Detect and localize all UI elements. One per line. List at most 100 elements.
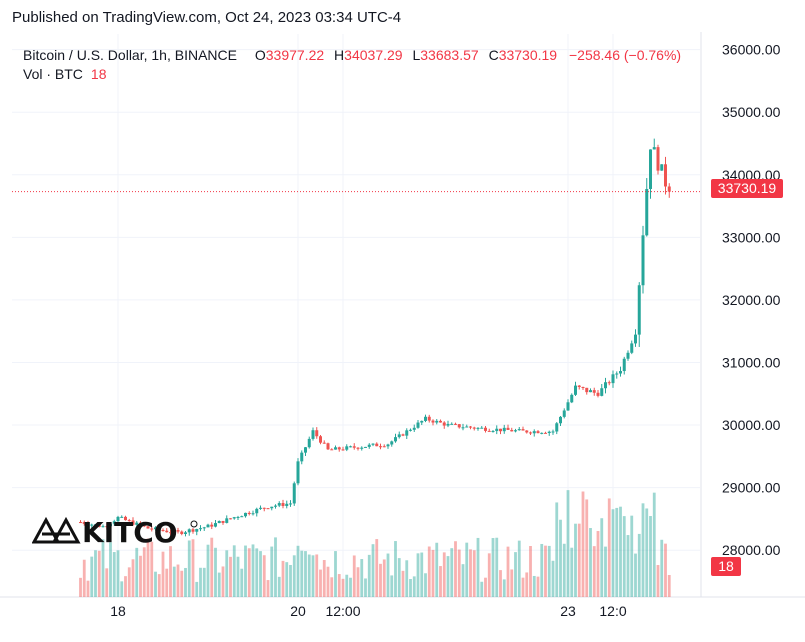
volume-bar (304, 551, 307, 597)
volume-bar (326, 566, 330, 597)
volume-bar (146, 538, 150, 597)
candle-body (390, 441, 394, 445)
volume-bar (469, 549, 472, 597)
candle-body (379, 446, 382, 448)
volume-tag: 18 (711, 557, 741, 576)
volume-bar (622, 516, 626, 597)
candle-body (630, 343, 634, 353)
volume-bar (319, 569, 322, 597)
volume-bar (161, 551, 165, 597)
chart-legend-header: Bitcoin / U.S. Dollar, 1h, BINANCE O3397… (23, 45, 681, 65)
candle-body (469, 426, 472, 428)
volume-bar (199, 567, 202, 597)
candle-body (600, 388, 604, 396)
volume-bar (356, 567, 360, 597)
volume-legend: Vol · BTC 18 (23, 66, 106, 82)
candle-body (292, 483, 296, 504)
candle-body (382, 446, 386, 448)
volume-bar (532, 575, 536, 597)
volume-bar (386, 553, 390, 597)
candle-body (225, 518, 229, 523)
candle-body (431, 420, 435, 423)
candle-body (517, 429, 521, 431)
candle-body (277, 503, 281, 506)
last-price-tag: 33730.19 (711, 179, 783, 198)
volume-bar (630, 515, 634, 597)
volume-bar (401, 570, 405, 597)
candle-body (442, 422, 446, 426)
candle-body (270, 506, 274, 509)
candle-body (94, 524, 97, 526)
candle-body (244, 512, 247, 517)
volume-bar (506, 546, 510, 597)
candle-body (90, 524, 94, 526)
volume-bar (559, 519, 562, 597)
volume-bar (502, 579, 506, 597)
candle-body (120, 516, 124, 518)
volume-bar (604, 546, 607, 597)
candle-body (397, 434, 401, 438)
close-value: 33730.19 (498, 47, 558, 63)
volume-bar (97, 550, 101, 597)
volume-bar (330, 577, 334, 597)
candlestick-chart[interactable]: 28000.00 29000.00 30000.00 31000.00 32000.00… (0, 32, 805, 642)
candle-body (476, 427, 480, 429)
y-tick-label: 32000.00 (722, 292, 781, 308)
y-tick-label: 36000.00 (722, 42, 781, 58)
volume-bar (382, 559, 386, 597)
candle-body (79, 522, 82, 524)
candle-body (266, 508, 270, 510)
candle-body (195, 529, 199, 532)
volume-bar (300, 550, 304, 597)
high-label: H (334, 47, 345, 63)
volume-bar (435, 542, 439, 597)
candle-body (146, 526, 150, 529)
volume-bar (232, 545, 236, 597)
volume-bar (379, 563, 382, 597)
candle-body (281, 503, 285, 506)
candle-body (502, 427, 506, 432)
candle-body (116, 516, 120, 522)
volume-bar (315, 554, 319, 597)
volume-bar (525, 572, 529, 597)
candle-body (217, 520, 221, 524)
symbol-title: Bitcoin / U.S. Dollar, 1h, BINANCE (23, 47, 237, 63)
volume-bar (589, 528, 592, 597)
candle-body (577, 385, 581, 387)
candle-body (232, 517, 236, 519)
candle-body (656, 147, 660, 171)
volume-bar (334, 551, 337, 597)
volume-bar (225, 550, 229, 597)
candle-body (416, 422, 420, 428)
volume-bar (285, 562, 289, 597)
volume-bar (656, 565, 660, 597)
volume-bar (202, 567, 206, 597)
candle-body (199, 528, 202, 530)
volume-bar (79, 577, 82, 597)
candle-body (394, 437, 397, 442)
candle-body (262, 507, 266, 509)
volume-bar (495, 537, 499, 597)
y-tick-label: 33000.00 (722, 229, 781, 245)
candle-body (311, 430, 315, 439)
candle-body (596, 392, 600, 396)
chart-frame[interactable]: 28000.00 29000.00 30000.00 31000.00 32000.00… (0, 32, 805, 642)
candle-body (105, 526, 109, 528)
candle-body (135, 522, 139, 525)
candle-body (604, 382, 607, 389)
candle-body (649, 149, 652, 189)
volume-bar (191, 539, 195, 597)
volume-bar (457, 549, 461, 597)
volume-bar (251, 544, 255, 597)
candle-body (641, 235, 645, 286)
volume-bar (345, 574, 349, 597)
volume-bar (367, 554, 371, 597)
volume-bar (637, 533, 641, 597)
candle-body (341, 449, 345, 451)
candle-body (187, 529, 191, 533)
volume-bar (461, 564, 465, 597)
volume-bar (150, 541, 154, 597)
volume-bar (566, 490, 570, 597)
volume-bar (491, 538, 495, 597)
volume-bar (562, 543, 566, 597)
